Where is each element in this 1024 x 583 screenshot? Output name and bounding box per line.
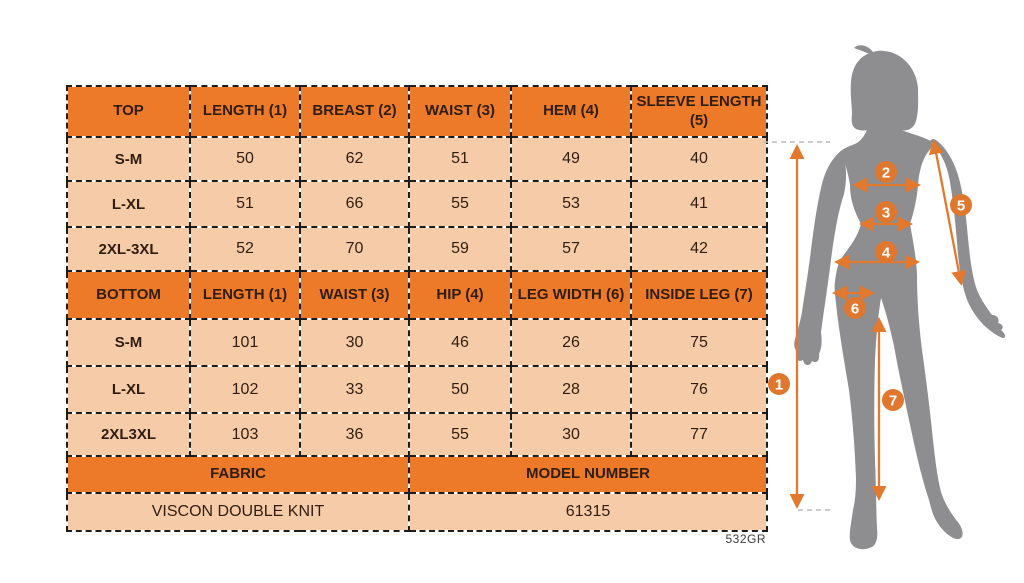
value-cell: 28: [510, 365, 632, 414]
model-number-value-cell: 61315: [408, 492, 768, 532]
value-cell: 62: [299, 136, 410, 182]
header-cell-waist: WAIST (3): [299, 270, 410, 320]
value-cell: 55: [408, 412, 512, 457]
marker-circle-6: 6: [844, 297, 866, 319]
value-cell: 103: [189, 412, 301, 457]
header-cell-hip: HIP (4): [408, 270, 512, 320]
value-cell: 49: [510, 136, 632, 182]
header-cell-fabric: FABRIC: [66, 455, 410, 494]
value-cell: 41: [630, 180, 768, 228]
value-cell: 33: [299, 365, 410, 414]
marker-circle-7: 7: [882, 389, 904, 411]
value-cell: 30: [299, 318, 410, 367]
size-cell: 2XL3XL: [66, 412, 191, 457]
value-cell: 51: [189, 180, 301, 228]
style-code: 532GR: [725, 532, 766, 546]
marker-circle-2: 2: [875, 161, 897, 183]
value-cell: 75: [630, 318, 768, 367]
svg-text:5: 5: [957, 197, 965, 214]
header-cell-hem: HEM (4): [510, 85, 632, 138]
size-cell: S-M: [66, 318, 191, 367]
value-cell: 52: [189, 226, 301, 272]
svg-text:3: 3: [882, 204, 890, 221]
table-row: L-XL 51 66 55 53 41: [66, 180, 768, 228]
female-silhouette: [794, 45, 1006, 550]
marker-circle-5: 5: [950, 194, 972, 216]
value-cell: 102: [189, 365, 301, 414]
table-row: S-M 50 62 51 49 40: [66, 136, 768, 182]
top-header-row: TOP LENGTH (1) BREAST (2) WAIST (3) HEM …: [66, 85, 768, 138]
svg-text:7: 7: [889, 392, 897, 409]
header-cell-bottom: BOTTOM: [66, 270, 191, 320]
table-row: L-XL 102 33 50 28 76: [66, 365, 768, 414]
value-cell: 26: [510, 318, 632, 367]
size-cell: L-XL: [66, 180, 191, 228]
footer-header-row: FABRIC MODEL NUMBER: [66, 455, 768, 494]
size-chart-table: TOP LENGTH (1) BREAST (2) WAIST (3) HEM …: [66, 85, 768, 532]
measurement-figure: 1 2 3 4 5 6 7: [763, 45, 1006, 550]
value-cell: 55: [408, 180, 512, 228]
header-cell-leg-width: LEG WIDTH (6): [510, 270, 632, 320]
value-cell: 70: [299, 226, 410, 272]
header-cell-length: LENGTH (1): [189, 270, 301, 320]
svg-text:6: 6: [851, 300, 859, 317]
value-cell: 40: [630, 136, 768, 182]
size-cell: 2XL-3XL: [66, 226, 191, 272]
marker-circle-3: 3: [875, 201, 897, 223]
value-cell: 46: [408, 318, 512, 367]
value-cell: 66: [299, 180, 410, 228]
value-cell: 76: [630, 365, 768, 414]
svg-text:1: 1: [775, 376, 783, 393]
arrow-sleeve-5: [928, 139, 967, 286]
value-cell: 53: [510, 180, 632, 228]
value-cell: 57: [510, 226, 632, 272]
header-cell-top: TOP: [66, 85, 191, 138]
marker-circle-1: 1: [768, 373, 790, 395]
value-cell: 59: [408, 226, 512, 272]
value-cell: 30: [510, 412, 632, 457]
value-cell: 51: [408, 136, 512, 182]
svg-text:4: 4: [882, 244, 891, 261]
table-row: 2XL-3XL 52 70 59 57 42: [66, 226, 768, 272]
header-cell-length: LENGTH (1): [189, 85, 301, 138]
value-cell: 36: [299, 412, 410, 457]
footer-value-row: VISCON DOUBLE KNIT 61315: [66, 492, 768, 532]
marker-circle-4: 4: [875, 241, 897, 263]
fabric-value-cell: VISCON DOUBLE KNIT: [66, 492, 410, 532]
svg-text:2: 2: [882, 164, 890, 181]
table-row: S-M 101 30 46 26 75: [66, 318, 768, 367]
header-cell-sleeve-length: SLEEVE LENGTH (5): [630, 85, 768, 138]
value-cell: 50: [408, 365, 512, 414]
header-cell-waist: WAIST (3): [408, 85, 512, 138]
size-cell: S-M: [66, 136, 191, 182]
size-cell: L-XL: [66, 365, 191, 414]
header-cell-model-number: MODEL NUMBER: [408, 455, 768, 494]
bottom-header-row: BOTTOM LENGTH (1) WAIST (3) HIP (4) LEG …: [66, 270, 768, 320]
header-cell-inside-leg: INSIDE LEG (7): [630, 270, 768, 320]
header-cell-breast: BREAST (2): [299, 85, 410, 138]
value-cell: 50: [189, 136, 301, 182]
value-cell: 42: [630, 226, 768, 272]
value-cell: 101: [189, 318, 301, 367]
value-cell: 77: [630, 412, 768, 457]
table-row: 2XL3XL 103 36 55 30 77: [66, 412, 768, 457]
